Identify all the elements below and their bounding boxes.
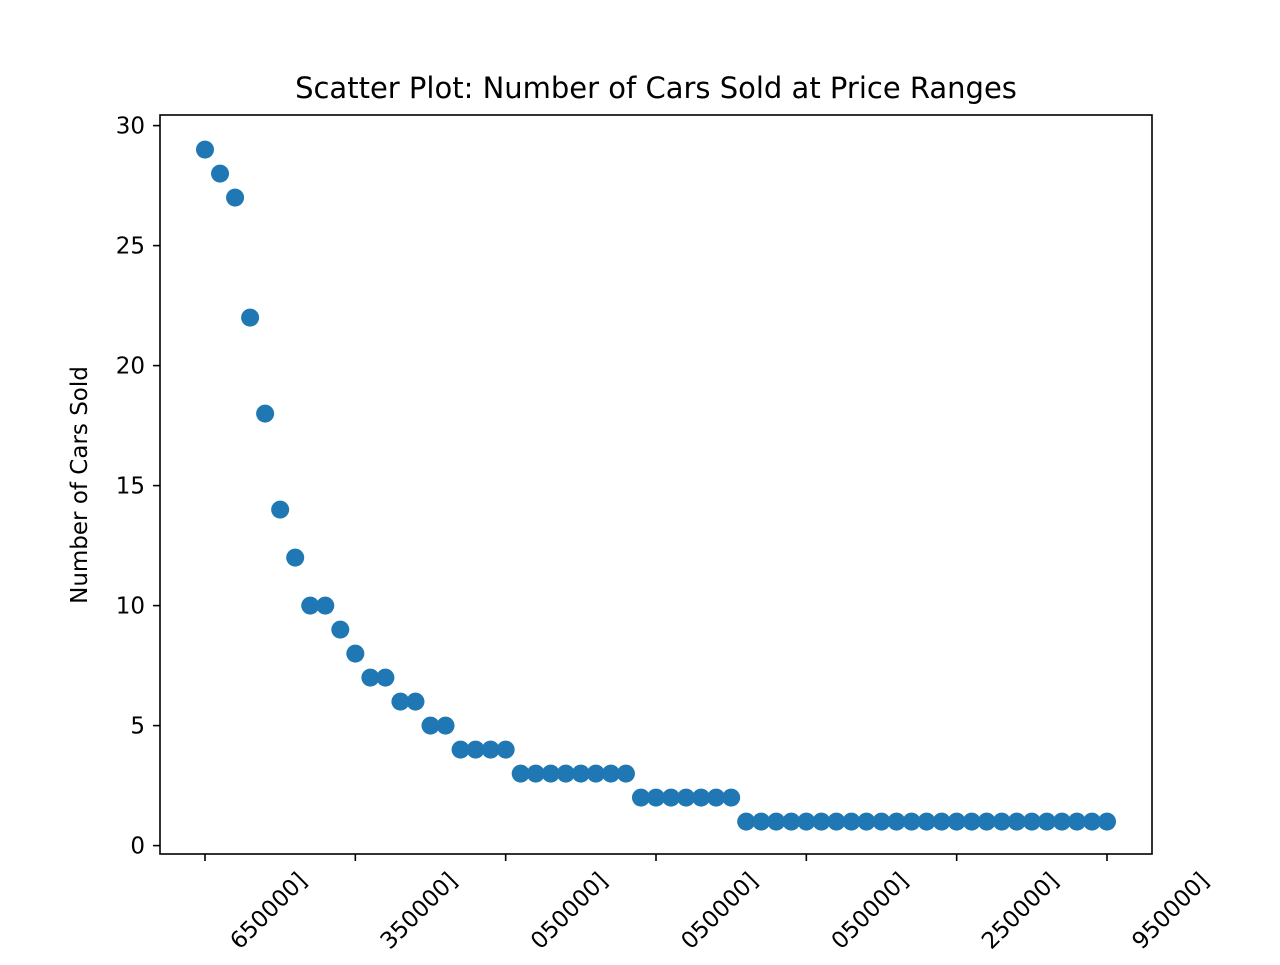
scatter-point xyxy=(767,812,786,831)
scatter-point xyxy=(571,764,590,783)
y-tick-label: 30 xyxy=(116,114,145,140)
scatter-point xyxy=(827,812,846,831)
y-tick-label: 0 xyxy=(130,834,145,860)
y-tick-label: 10 xyxy=(116,594,145,620)
y-tick-label: 25 xyxy=(116,234,145,260)
scatter-point xyxy=(842,812,861,831)
scatter-point xyxy=(301,596,320,615)
scatter-point xyxy=(196,140,214,159)
scatter-point xyxy=(631,788,650,807)
scatter-point xyxy=(526,764,545,783)
scatter-point xyxy=(346,644,365,663)
scatter-point xyxy=(556,764,575,783)
scatter-point xyxy=(707,788,726,807)
scatter-point xyxy=(436,716,455,735)
scatter-point xyxy=(1037,812,1056,831)
scatter-point xyxy=(391,692,410,711)
y-tick-label: 20 xyxy=(116,354,145,380)
scatter-point xyxy=(872,812,891,831)
scatter-point xyxy=(466,740,485,759)
scatter-point xyxy=(241,308,260,327)
scatter-point xyxy=(586,764,605,783)
scatter-point xyxy=(797,812,816,831)
scatter-point xyxy=(1007,812,1026,831)
scatter-point xyxy=(1098,812,1116,831)
scatter-point xyxy=(421,716,440,735)
scatter-point xyxy=(271,500,290,519)
scatter-point xyxy=(601,764,620,783)
scatter-point xyxy=(812,812,831,831)
scatter-point xyxy=(962,812,981,831)
chart-title: Scatter Plot: Number of Cars Sold at Pri… xyxy=(295,71,1017,105)
scatter-point xyxy=(481,740,500,759)
scatter-point xyxy=(1067,812,1086,831)
scatter-point xyxy=(1052,812,1071,831)
scatter-point xyxy=(902,812,921,831)
scatter-point xyxy=(782,812,801,831)
y-tick-label: 15 xyxy=(116,474,145,500)
scatter-point xyxy=(977,812,996,831)
scatter-points xyxy=(196,140,1116,831)
scatter-point xyxy=(857,812,876,831)
y-axis-ticks: 0 5 10 15 20 25 30 xyxy=(116,114,160,860)
scatter-point xyxy=(722,788,741,807)
plot-frame xyxy=(159,114,1153,855)
scatter-point xyxy=(737,812,756,831)
scatter-point xyxy=(992,812,1011,831)
scatter-point xyxy=(1082,812,1101,831)
scatter-point xyxy=(917,812,936,831)
y-axis-label: Number of Cars Sold xyxy=(67,366,93,604)
scatter-point xyxy=(376,668,395,687)
scatter-point xyxy=(541,764,560,783)
scatter-point xyxy=(316,596,335,615)
scatter-point xyxy=(887,812,906,831)
scatter-point xyxy=(1022,812,1041,831)
scatter-point xyxy=(616,764,635,783)
scatter-point xyxy=(361,668,380,687)
scatter-point xyxy=(406,692,425,711)
scatter-point xyxy=(451,740,470,759)
scatter-point xyxy=(511,764,530,783)
scatter-point xyxy=(932,812,951,831)
scatter-point xyxy=(677,788,696,807)
y-tick-label: 5 xyxy=(130,714,145,740)
scatter-point xyxy=(752,812,771,831)
scatter-point xyxy=(256,404,275,423)
scatter-point xyxy=(947,812,966,831)
scatter-point xyxy=(286,548,305,567)
scatter-point xyxy=(331,620,350,639)
scatter-point xyxy=(692,788,711,807)
scatter-point xyxy=(647,788,665,807)
scatter-point xyxy=(211,164,230,183)
scatter-point xyxy=(496,740,515,759)
scatter-point xyxy=(662,788,681,807)
scatter-point xyxy=(226,188,245,207)
